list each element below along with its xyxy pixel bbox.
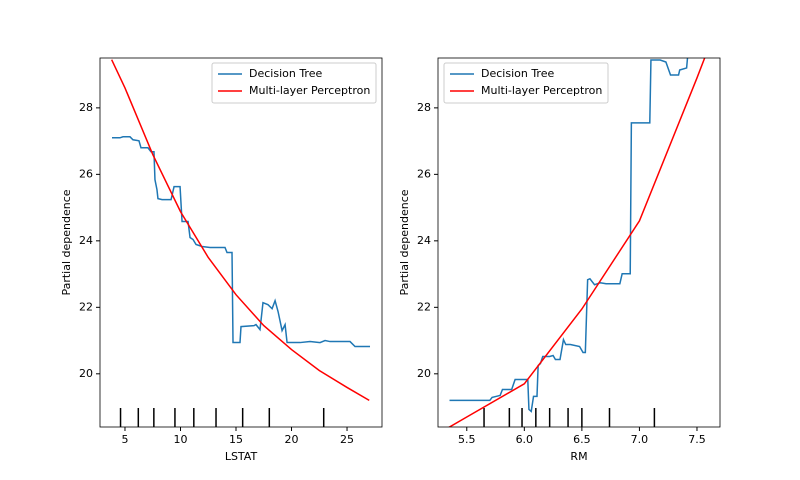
legend: Decision Tree Multi-layer Perceptron [443, 62, 609, 104]
x-tick-label: 7.5 [688, 433, 706, 446]
series-line [111, 136, 371, 348]
y-tick-label: 24 [417, 234, 431, 247]
legend-label: Decision Tree [249, 67, 322, 80]
series-line [110, 59, 370, 402]
y-tick-label: 28 [79, 101, 93, 114]
legend-frame [443, 62, 609, 104]
y-axis-label: Partial dependence [398, 189, 411, 295]
legend: Decision Tree Multi-layer Perceptron [211, 62, 377, 104]
series-line [449, 58, 689, 413]
series-line [448, 58, 706, 427]
legend-frame [211, 62, 377, 104]
y-tick-label: 24 [79, 234, 93, 247]
y-tick-label: 26 [417, 167, 431, 180]
x-tick-label: 25 [340, 433, 354, 446]
y-tick-label: 26 [79, 167, 93, 180]
y-tick-label: 22 [417, 300, 431, 313]
legend-label: Multi-layer Perceptron [249, 84, 370, 97]
legend-label: Multi-layer Perceptron [481, 84, 602, 97]
x-tick-label: 6.5 [573, 433, 591, 446]
legend-label: Decision Tree [481, 67, 554, 80]
x-axis-label: LSTAT [225, 450, 258, 463]
y-tick-label: 20 [417, 367, 431, 380]
y-tick-label: 22 [79, 300, 93, 313]
x-tick-label: 20 [285, 433, 299, 446]
x-tick-label: 7.0 [631, 433, 649, 446]
x-axis-label: RM [570, 450, 587, 463]
x-tick-label: 5.5 [458, 433, 476, 446]
axes-frame [99, 57, 383, 428]
y-axis-label: Partial dependence [60, 189, 73, 295]
y-tick-label: 20 [79, 367, 93, 380]
axes-frame [437, 57, 721, 428]
x-tick-label: 10 [173, 433, 187, 446]
x-tick-label: 5 [121, 433, 128, 446]
x-tick-label: 6.0 [516, 433, 534, 446]
x-tick-label: 15 [229, 433, 243, 446]
subplot: 5.5 6.0 6.5 7.0 7.5 20 22 24 26 28 RM Partial depen… [398, 57, 721, 463]
y-tick-label: 28 [417, 101, 431, 114]
subplot: 5 10 15 20 25 20 22 24 26 28 LSTAT Partial dependen… [60, 57, 383, 463]
